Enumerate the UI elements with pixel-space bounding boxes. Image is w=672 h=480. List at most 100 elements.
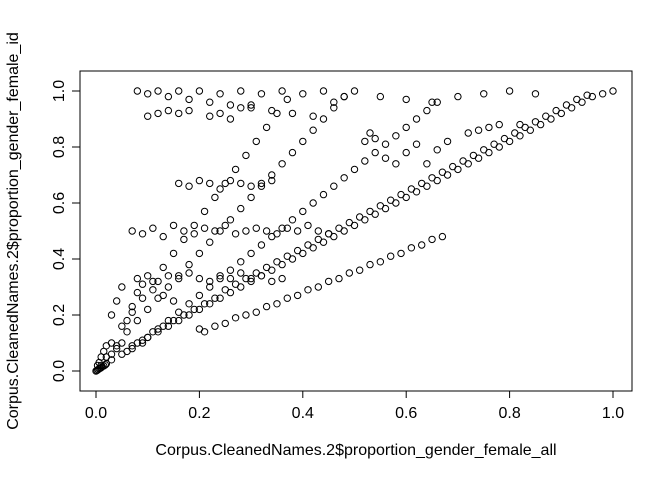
data-point (588, 92, 597, 101)
data-point (144, 272, 152, 280)
data-point (531, 90, 540, 98)
data-point (376, 202, 385, 210)
data-point (138, 339, 147, 347)
data-point (480, 146, 488, 154)
data-point (397, 190, 405, 199)
data-point (262, 302, 271, 311)
data-point (324, 277, 333, 286)
data-point (309, 112, 317, 120)
y-tick-label: 0.4 (51, 248, 68, 270)
data-point (133, 288, 142, 297)
data-point (206, 277, 214, 286)
data-point (206, 300, 214, 308)
data-point (573, 95, 581, 104)
data-point (237, 87, 245, 95)
data-point (283, 252, 291, 260)
data-point (273, 258, 281, 266)
data-point (185, 260, 193, 269)
data-point (242, 274, 250, 283)
data-point (175, 272, 183, 280)
data-point (324, 230, 333, 238)
data-point (200, 224, 209, 232)
data-point (144, 305, 152, 314)
x-tick-label: 0.4 (292, 405, 314, 422)
data-point (107, 311, 116, 319)
data-point (330, 98, 338, 106)
data-point (299, 137, 307, 146)
data-point (262, 263, 271, 272)
data-point (423, 160, 431, 168)
data-point (128, 308, 136, 316)
data-point (340, 92, 348, 101)
data-point (154, 277, 162, 286)
data-point (474, 126, 483, 134)
data-point (371, 148, 379, 157)
data-point (211, 193, 219, 202)
data-point (392, 132, 400, 140)
data-point (195, 291, 204, 300)
data-point (149, 277, 157, 286)
data-point (376, 258, 385, 266)
data-point (443, 137, 452, 146)
data-point (361, 137, 369, 146)
data-point (216, 185, 224, 193)
data-point (169, 297, 178, 305)
data-point (206, 283, 214, 291)
data-point (268, 277, 276, 286)
x-axis-label: Corpus.CleanedNames.2$proportion_gender_… (155, 442, 556, 459)
data-point (133, 316, 142, 325)
data-point (438, 168, 447, 176)
data-point (438, 232, 447, 241)
data-point (211, 322, 219, 330)
data-point (216, 274, 224, 283)
data-point (314, 235, 323, 244)
data-point (418, 241, 426, 249)
data-point (335, 224, 343, 232)
data-point (164, 92, 173, 101)
x-tick-label: 0.6 (395, 405, 417, 422)
data-point (598, 90, 607, 98)
data-point (242, 227, 250, 235)
data-point (237, 258, 245, 266)
data-point (283, 224, 291, 232)
data-point (123, 328, 131, 336)
data-point (330, 104, 338, 112)
data-point (231, 165, 240, 174)
data-point (392, 160, 400, 168)
data-point (485, 123, 493, 132)
data-point (190, 305, 198, 314)
y-tick-label: 0.0 (51, 360, 68, 382)
data-point (381, 140, 390, 148)
data-point (531, 118, 540, 126)
data-point (128, 302, 136, 311)
data-point (107, 339, 116, 347)
data-point (299, 207, 307, 216)
data-point (319, 87, 328, 95)
data-point (293, 291, 302, 300)
data-point (185, 95, 193, 104)
data-point (542, 112, 550, 120)
data-point (288, 216, 297, 224)
data-point (169, 249, 178, 258)
data-point (247, 249, 255, 258)
y-tick-label: 0.2 (51, 304, 68, 326)
data-point (304, 286, 312, 294)
data-point (128, 227, 136, 235)
data-point (428, 98, 436, 106)
data-point (283, 95, 291, 104)
data-point (428, 235, 436, 244)
data-point (366, 129, 374, 137)
data-point (226, 115, 235, 123)
data-point (112, 297, 121, 305)
data-point (216, 272, 224, 280)
data-point (175, 316, 183, 325)
data-point (268, 106, 276, 115)
data-point (350, 87, 359, 95)
data-point (257, 241, 266, 249)
data-point (511, 129, 519, 137)
data-point (562, 101, 571, 109)
data-point (154, 87, 162, 95)
data-point (309, 199, 317, 207)
data-point (221, 319, 229, 328)
data-point (159, 232, 167, 241)
